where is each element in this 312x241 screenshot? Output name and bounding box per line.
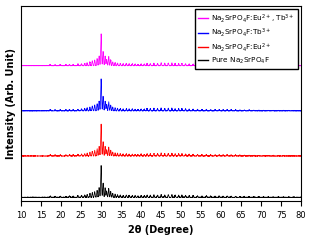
Legend: Na$_2$SrPO$_4$F:Eu$^{2+}$, Tb$^{3+}$, Na$_2$SrPO$_4$F:Tb$^{3+}$, Na$_2$SrPO$_4$F: Na$_2$SrPO$_4$F:Eu$^{2+}$, Tb$^{3+}$, Na…	[195, 9, 298, 69]
Y-axis label: Intensity (Arb. Unit): Intensity (Arb. Unit)	[6, 48, 16, 159]
X-axis label: 2θ (Degree): 2θ (Degree)	[128, 225, 194, 235]
